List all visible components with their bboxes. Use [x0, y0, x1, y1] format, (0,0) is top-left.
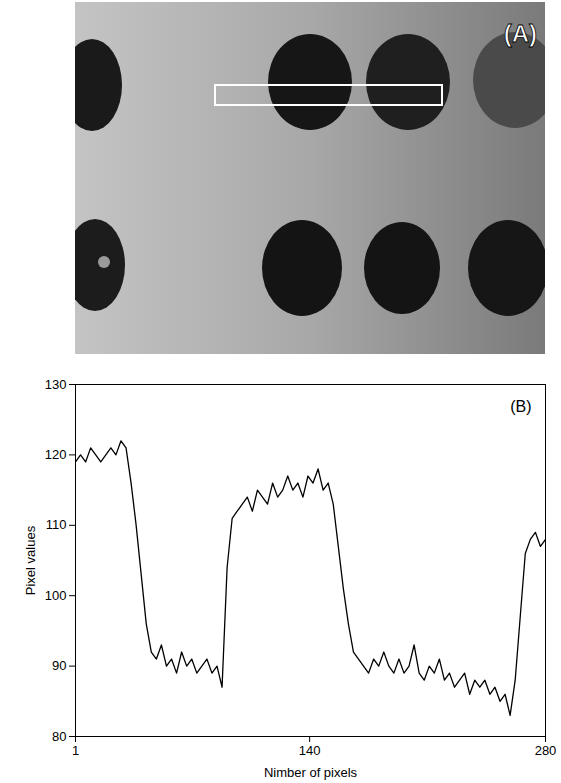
- svg-text:120: 120: [45, 447, 67, 462]
- svg-text:1: 1: [72, 743, 79, 758]
- svg-text:(B): (B): [510, 398, 531, 415]
- svg-text:Pixel values: Pixel values: [23, 525, 38, 595]
- svg-text:90: 90: [52, 658, 66, 673]
- svg-text:80: 80: [52, 729, 66, 744]
- svg-text:140: 140: [299, 743, 321, 758]
- svg-text:110: 110: [46, 517, 67, 532]
- svg-text:100: 100: [45, 588, 67, 603]
- svg-text:(A): (A): [504, 20, 537, 47]
- svg-text:130: 130: [45, 377, 67, 392]
- svg-text:280: 280: [535, 743, 557, 758]
- svg-text:Nimber of pixels: Nimber of pixels: [264, 765, 358, 780]
